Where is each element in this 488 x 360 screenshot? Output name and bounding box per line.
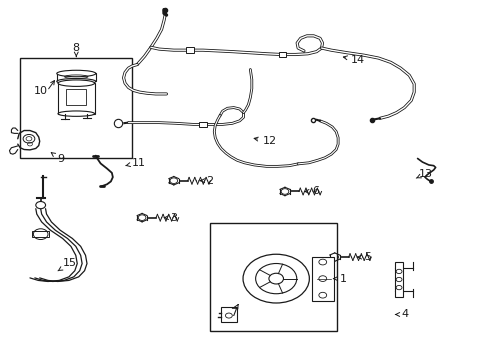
Text: 4: 4 [395, 310, 408, 319]
Bar [394, 262, 403, 297]
Text: 1: 1 [333, 274, 346, 284]
Ellipse shape [57, 78, 96, 84]
Text: 2: 2 [200, 176, 213, 186]
Text: 11: 11 [125, 158, 145, 168]
Ellipse shape [58, 80, 94, 86]
Bar [199, 122, 206, 127]
Circle shape [36, 202, 45, 209]
Text: 12: 12 [254, 136, 277, 146]
Bar [210, 223, 336, 330]
Text: 7: 7 [229, 305, 238, 318]
Bar [58, 83, 94, 114]
Text: 14: 14 [343, 55, 364, 65]
Bar [32, 231, 49, 237]
Bar [185, 47, 193, 53]
Bar [57, 73, 96, 81]
Text: 13: 13 [415, 168, 432, 179]
Text: 10: 10 [34, 86, 48, 96]
Bar [66, 89, 86, 104]
Text: 6: 6 [305, 186, 318, 197]
Ellipse shape [58, 111, 94, 116]
Bar [278, 51, 286, 57]
Bar [221, 307, 236, 321]
Bar [20, 58, 132, 158]
Circle shape [243, 254, 309, 303]
Text: 5: 5 [357, 252, 370, 262]
Ellipse shape [57, 70, 96, 77]
Text: 15: 15 [58, 258, 77, 271]
Bar [311, 257, 333, 301]
Text: 8: 8 [73, 43, 80, 53]
Text: 3: 3 [164, 213, 177, 222]
Text: 9: 9 [51, 153, 64, 164]
